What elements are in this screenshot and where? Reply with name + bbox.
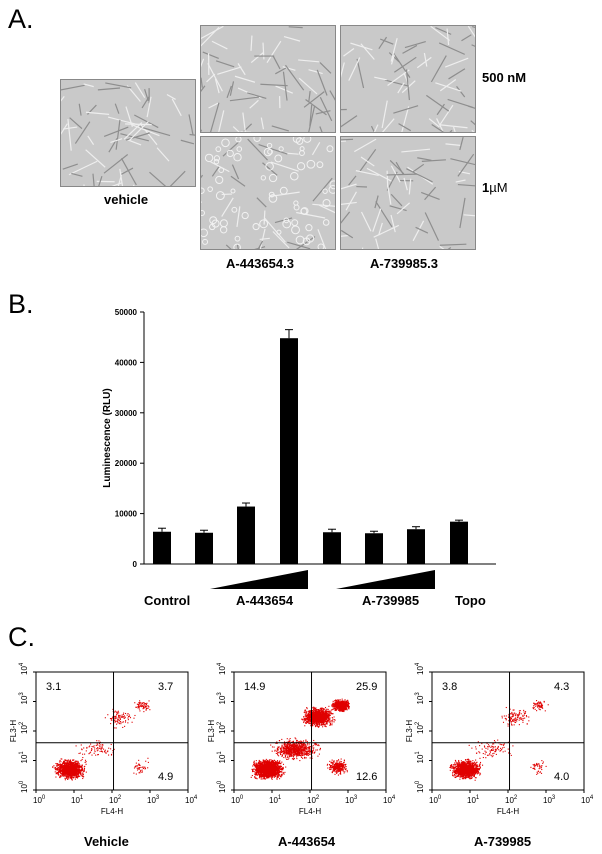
micrograph-a739985-500nm bbox=[340, 25, 476, 133]
y-tick-label: 104 bbox=[217, 662, 227, 675]
cell-texture-rounded bbox=[201, 137, 335, 249]
quadrant-upper-left: 3.8 bbox=[442, 681, 457, 693]
concentration-1um: 1µM bbox=[482, 180, 508, 195]
event-dots bbox=[52, 700, 151, 781]
y-axis-label: FL3-H bbox=[10, 720, 18, 742]
bar bbox=[323, 532, 341, 564]
bar bbox=[195, 532, 213, 564]
y-tick-label: 102 bbox=[217, 721, 227, 734]
x-tick-label: 104 bbox=[383, 795, 396, 805]
bar-chart: 0 10000 20000 30000 40000 50000 Luminescence (… bbox=[102, 308, 496, 589]
x-tick-label: 103 bbox=[345, 795, 358, 805]
x-tick-label: 100 bbox=[231, 795, 244, 805]
group-label-a739985: A-739985 bbox=[362, 593, 420, 608]
vehicle-label: vehicle bbox=[104, 192, 149, 207]
event-dots bbox=[449, 700, 549, 781]
bar bbox=[153, 531, 171, 564]
y-tick-label: 100 bbox=[217, 780, 227, 793]
x-axis-label: FL4-H bbox=[497, 807, 519, 816]
bar bbox=[450, 521, 468, 564]
cell-texture bbox=[341, 26, 475, 132]
flow-plot-a739985: 100 100 101 101 102 102 103 103 104 104 FL4-H FL3-H… bbox=[406, 662, 594, 816]
x-tick-label: 103 bbox=[147, 795, 160, 805]
y-tick-label: 103 bbox=[19, 692, 29, 705]
group-label-control: Control bbox=[144, 593, 191, 608]
x-tick-label: 100 bbox=[429, 795, 442, 805]
quadrant-upper-left: 14.9 bbox=[244, 681, 265, 693]
y-tick-label: 102 bbox=[415, 721, 425, 734]
x-tick-label: 101 bbox=[269, 795, 282, 805]
y-tick-label: 102 bbox=[19, 721, 29, 734]
bar bbox=[407, 529, 425, 564]
quadrant-upper-left: 3.1 bbox=[46, 681, 61, 693]
dose-wedge-a443654 bbox=[210, 570, 308, 589]
y-tick-label: 20000 bbox=[115, 459, 138, 468]
x-tick-label: 101 bbox=[467, 795, 480, 805]
micrograph-vehicle bbox=[60, 79, 196, 187]
flow-label-vehicle: Vehicle bbox=[84, 834, 129, 849]
y-tick-label: 103 bbox=[415, 692, 425, 705]
flow-plot-vehicle: 100 100 101 101 102 102 103 103 104 104 FL4-H FL3-H… bbox=[10, 662, 198, 816]
quadrant-lower-right: 4.9 bbox=[158, 771, 173, 783]
panel-a-letter: A. bbox=[8, 4, 34, 34]
x-tick-label: 103 bbox=[543, 795, 556, 805]
flow-plot-a443654: 100 100 101 101 102 102 103 103 104 104 FL4-H FL3-H… bbox=[208, 662, 396, 816]
concentration-500nm: 500 nM bbox=[482, 70, 527, 85]
x-tick-label: 104 bbox=[185, 795, 198, 805]
y-tick-label: 101 bbox=[415, 751, 425, 764]
y-tick-label: 0 bbox=[133, 560, 138, 569]
quadrant-lower-right: 4.0 bbox=[554, 771, 569, 783]
bar bbox=[365, 533, 383, 564]
y-tick-label: 10000 bbox=[115, 510, 138, 519]
panel-b-letter: B. bbox=[8, 289, 34, 319]
cell-texture bbox=[341, 137, 475, 249]
dose-wedge-a739985 bbox=[336, 570, 435, 589]
bar bbox=[280, 338, 298, 564]
y-tick-label: 104 bbox=[415, 662, 425, 675]
micrograph-a443654-500nm bbox=[200, 25, 336, 133]
x-tick-label: 102 bbox=[109, 795, 122, 805]
x-tick-label: 102 bbox=[505, 795, 518, 805]
micrograph-a443654-1um bbox=[200, 136, 336, 250]
cell-texture bbox=[201, 26, 335, 132]
bar bbox=[237, 506, 255, 564]
micrograph-a739985-1um bbox=[340, 136, 476, 250]
quadrant-upper-right: 4.3 bbox=[554, 681, 569, 693]
event-dots bbox=[250, 698, 350, 780]
x-tick-label: 100 bbox=[33, 795, 46, 805]
y-tick-label: 104 bbox=[19, 662, 29, 675]
y-tick-label: 100 bbox=[415, 780, 425, 793]
group-label-topo: Topo bbox=[455, 593, 486, 608]
panel-c-letter: C. bbox=[8, 622, 35, 652]
y-axis-label: FL3-H bbox=[406, 720, 414, 742]
x-tick-label: 104 bbox=[581, 795, 594, 805]
y-tick-label: 101 bbox=[217, 751, 227, 764]
y-tick-label: 101 bbox=[19, 751, 29, 764]
x-axis-label: FL4-H bbox=[299, 807, 321, 816]
x-tick-label: 102 bbox=[307, 795, 320, 805]
column-label-a739985: A-739985.3 bbox=[370, 256, 438, 271]
cell-texture bbox=[61, 80, 195, 186]
y-axis-label: FL3-H bbox=[208, 720, 216, 742]
flow-label-a739985: A-739985 bbox=[474, 834, 532, 849]
y-tick-label: 50000 bbox=[115, 308, 138, 317]
y-tick-label: 40000 bbox=[115, 358, 138, 367]
quadrant-lower-right: 12.6 bbox=[356, 771, 377, 783]
group-label-a443654: A-443654 bbox=[236, 593, 294, 608]
y-tick-label: 30000 bbox=[115, 409, 138, 418]
quadrant-upper-right: 25.9 bbox=[356, 681, 377, 693]
quadrant-upper-right: 3.7 bbox=[158, 681, 173, 693]
y-tick-label: 103 bbox=[217, 692, 227, 705]
x-axis-label: FL4-H bbox=[101, 807, 123, 816]
y-tick-label: 100 bbox=[19, 780, 29, 793]
x-tick-label: 101 bbox=[71, 795, 84, 805]
flow-label-a443654: A-443654 bbox=[278, 834, 336, 849]
y-axis-label: Luminescence (RLU) bbox=[102, 388, 113, 487]
column-label-a443654: A-443654.3 bbox=[226, 256, 294, 271]
